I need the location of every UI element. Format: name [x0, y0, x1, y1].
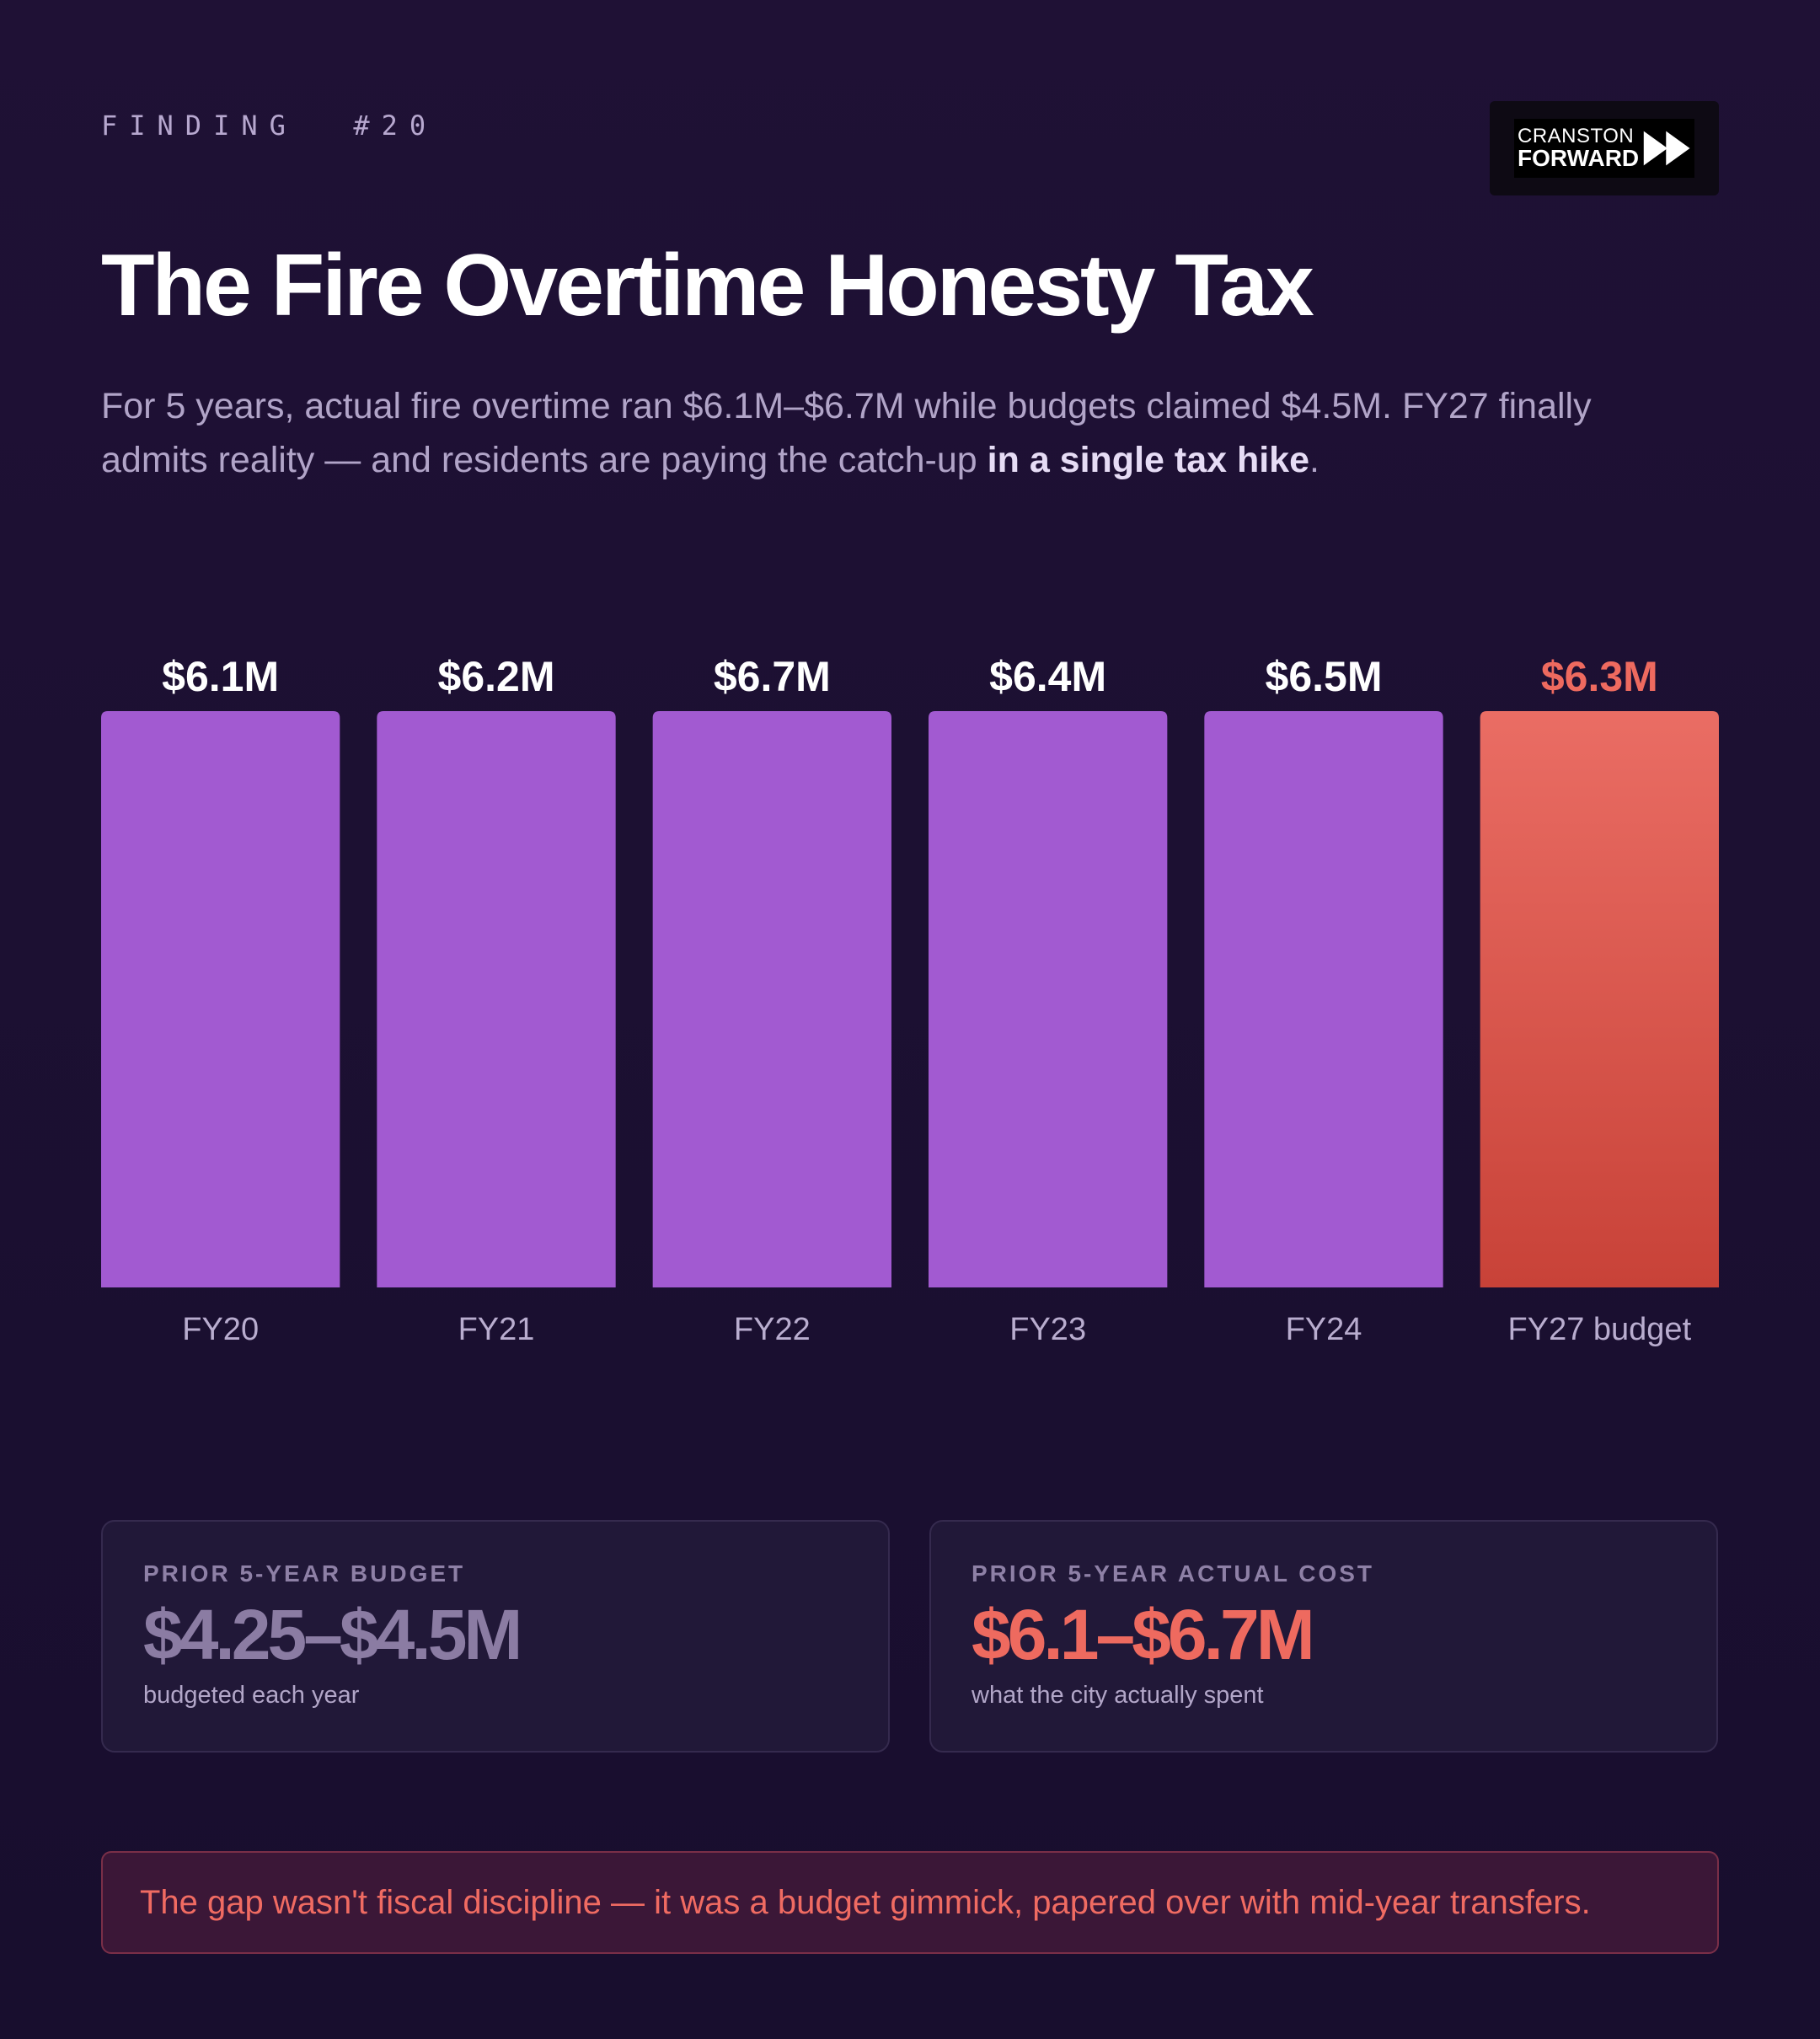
logo-line-2: FORWARD [1518, 145, 1640, 171]
category-label: FY22 [734, 1312, 811, 1347]
bar-fy24 [1204, 711, 1443, 1287]
bar-value-label: $6.1M [162, 653, 279, 700]
budget-card-note: budgeted each year [143, 1682, 360, 1709]
subtitle-end: . [1309, 440, 1320, 480]
finding-tag: FINDING #20 [101, 110, 438, 142]
cranston-forward-logo: CRANSTON FORWARD [1490, 101, 1719, 195]
page-subtitle: For 5 years, actual fire overtime ran $6… [101, 379, 1685, 487]
page-title: The Fire Overtime Honesty Tax [101, 237, 1314, 334]
bar-value-label: $6.4M [989, 653, 1106, 700]
bar-fy22 [652, 711, 891, 1287]
bar-value-label: $6.3M [1541, 653, 1658, 700]
actual-cost-card-note: what the city actually spent [972, 1682, 1264, 1709]
bar-value-label: $6.2M [438, 653, 555, 700]
budget-card-label: PRIOR 5-YEAR BUDGET [143, 1560, 466, 1587]
category-label: FY27 budget [1508, 1312, 1692, 1347]
logo-line-1: CRANSTON [1518, 125, 1635, 147]
bar-fy23 [929, 711, 1168, 1287]
subtitle-text: For 5 years, actual fire overtime ran $6… [101, 386, 1592, 480]
bar-fy20 [101, 711, 340, 1287]
bar-fy27-budget [1480, 711, 1719, 1287]
category-label: FY24 [1286, 1312, 1362, 1347]
actual-cost-card-value: $6.1–$6.7M [972, 1595, 1315, 1674]
actual-cost-card-label: PRIOR 5-YEAR ACTUAL COST [972, 1560, 1375, 1587]
budget-card-value: $4.25–$4.5M [143, 1595, 522, 1674]
category-label: FY21 [458, 1312, 535, 1347]
subtitle-emphasis: in a single tax hike [987, 440, 1310, 480]
bar-fy21 [377, 711, 616, 1287]
category-label: FY20 [182, 1312, 259, 1347]
actual-cost-card: PRIOR 5-YEAR ACTUAL COST $6.1–$6.7M what… [929, 1520, 1718, 1753]
fast-forward-icon [1643, 131, 1690, 166]
bar-value-label: $6.5M [1266, 653, 1383, 700]
bar-group: $6.1M FY20 $6.2M FY21 $6.7M FY22 $6.4M FY23 $6.5… [101, 653, 1719, 1347]
budget-card: PRIOR 5-YEAR BUDGET $4.25–$4.5M budgeted… [101, 1520, 890, 1753]
bar-value-label: $6.7M [714, 653, 831, 700]
overtime-bar-chart: $6.1M FY20 $6.2M FY21 $6.7M FY22 $6.4M FY23 $6.5… [101, 653, 1719, 1347]
callout-banner: The gap wasn't fiscal discipline — it wa… [101, 1851, 1719, 1954]
category-label: FY23 [1009, 1312, 1086, 1347]
